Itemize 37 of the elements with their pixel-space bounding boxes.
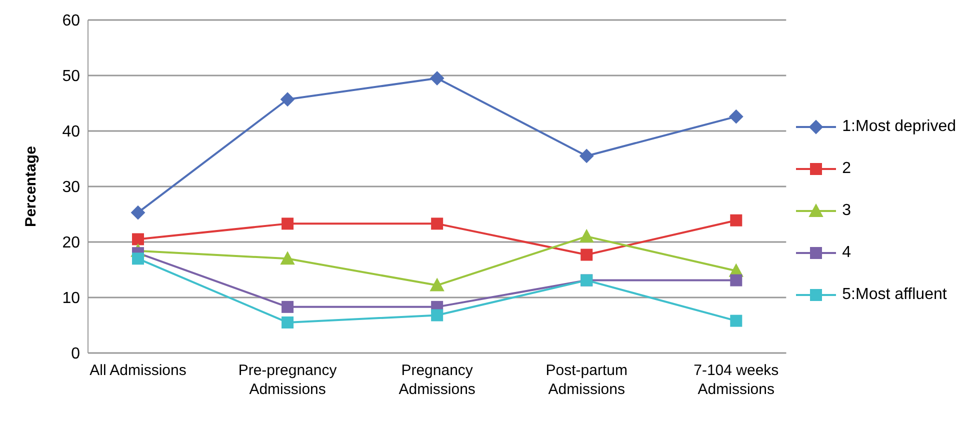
x-tick-label: 7-104 weeks Admissions (694, 362, 779, 398)
y-axis-title: Percentage (22, 146, 40, 227)
x-tick-label: Pre-pregnancy Admissions (238, 362, 338, 398)
point (580, 229, 594, 242)
point (730, 214, 742, 226)
x-tick-label: All Admissions (90, 362, 186, 379)
legend-label: 2 (842, 160, 852, 178)
point (730, 274, 742, 286)
point (282, 218, 294, 230)
point (580, 248, 593, 261)
y-tick-label: 0 (71, 346, 80, 363)
point (431, 309, 444, 322)
point (282, 300, 294, 313)
point (580, 148, 594, 163)
point (282, 316, 294, 328)
x-tick-label: Pregnancy Admissions (398, 362, 476, 398)
y-tick-label: 20 (62, 234, 80, 252)
y-tick-label: 10 (62, 290, 80, 308)
point (280, 252, 295, 265)
point (430, 278, 444, 292)
point (431, 218, 444, 230)
legend-label: 4 (842, 244, 852, 262)
legend-label: 5:Most affluent (842, 286, 947, 304)
point (729, 110, 744, 124)
point (280, 92, 295, 106)
point (132, 233, 144, 246)
y-tick-label: 60 (62, 12, 80, 30)
y-tick-label: 30 (62, 179, 80, 196)
y-tick-label: 40 (62, 124, 80, 141)
point (132, 252, 144, 265)
legend-label: 3 (842, 202, 852, 220)
legend-label: 1:Most deprived (842, 118, 956, 136)
x-tick-label: Post-partum Admissions (546, 362, 628, 398)
point (730, 314, 742, 327)
point (131, 206, 145, 220)
y-tick-label: 50 (62, 68, 80, 86)
point (430, 71, 444, 86)
